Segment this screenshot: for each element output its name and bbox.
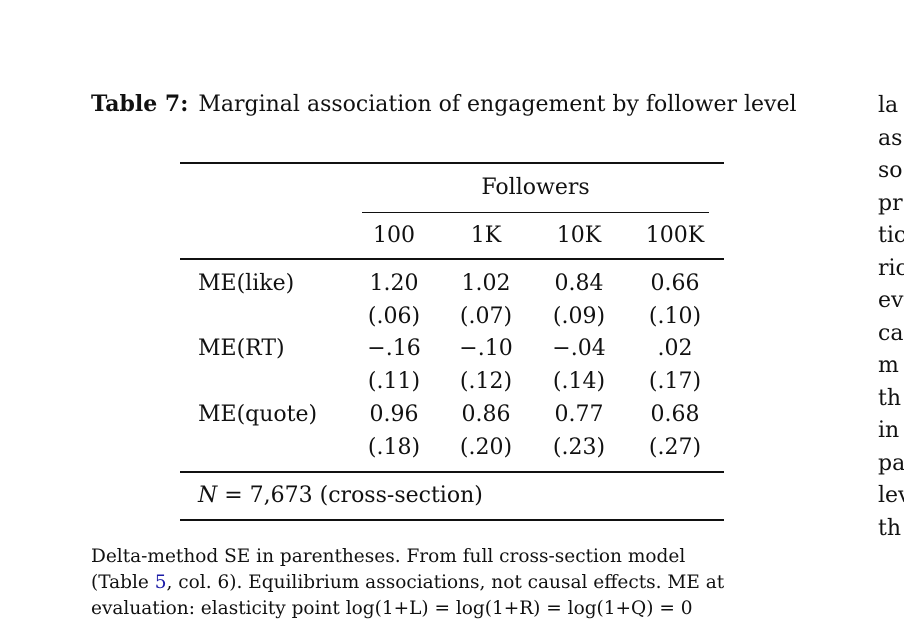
estimate-cell: .02	[657, 336, 693, 361]
se-cell: (.12)	[459, 369, 513, 394]
sample-size-row: N = 7,673 (cross-section)	[198, 482, 483, 510]
estimate-cell: 0.77	[554, 402, 604, 427]
side-line: m	[878, 353, 899, 378]
side-line: lev	[878, 483, 904, 508]
se-cell: (.10)	[648, 304, 702, 329]
side-line: tic	[878, 223, 904, 248]
note-line: Delta-method SE in parentheses. From ful…	[91, 546, 686, 567]
estimate-cell: 1.02	[461, 271, 511, 296]
row-label: ME(RT)	[198, 336, 285, 361]
side-line: ca	[878, 320, 904, 346]
side-line: as	[878, 125, 903, 151]
se-cell: (.17)	[648, 369, 702, 394]
row-label: ME(like)	[198, 271, 295, 296]
estimate-cell: 0.86	[461, 402, 511, 427]
side-line: th	[878, 515, 902, 541]
se-cell: (.27)	[648, 435, 702, 460]
group-header-rule	[362, 212, 709, 213]
side-line: ev	[878, 288, 904, 313]
group-header-followers: Followers	[481, 175, 590, 200]
header-rule	[180, 258, 724, 260]
side-line: pr	[878, 190, 903, 216]
n-text: = 7,673 (cross-section)	[217, 483, 483, 508]
estimate-cell: −.04	[552, 336, 606, 361]
table-reference-link[interactable]: 5	[154, 572, 167, 593]
estimate-cell: −.10	[459, 336, 513, 361]
bottom-rule	[180, 519, 724, 521]
se-cell: (.20)	[459, 435, 513, 460]
side-line: la	[878, 93, 899, 118]
results-table: Followers 100 1K 10K 100K ME(like) 1.20 …	[180, 162, 724, 522]
se-cell: (.06)	[367, 304, 421, 329]
estimate-cell: −.16	[367, 336, 421, 361]
n-symbol: N	[198, 483, 218, 508]
se-cell: (.14)	[552, 369, 606, 394]
body-rule	[180, 471, 724, 473]
estimate-cell: 0.96	[369, 402, 419, 427]
column-header: 100K	[645, 223, 705, 248]
caption-label: Table 7:	[91, 91, 189, 117]
column-header: 100	[373, 223, 415, 248]
note-text: (Table	[91, 572, 155, 593]
table-note: Delta-method SE in parentheses. From ful…	[91, 544, 813, 622]
estimate-cell: 1.20	[369, 271, 419, 296]
side-line: th	[878, 385, 902, 411]
se-cell: (.11)	[367, 369, 421, 394]
se-cell: (.18)	[367, 435, 421, 460]
adjacent-column-text: la as so pr tic ric ev ca m th in pa lev…	[878, 90, 904, 545]
estimate-cell: 0.68	[650, 402, 700, 427]
se-cell: (.09)	[552, 304, 606, 329]
se-cell: (.23)	[552, 435, 606, 460]
column-header: 1K	[470, 223, 502, 248]
side-line: so	[878, 158, 903, 183]
note-line: evaluation: elasticity point log(1+L) = …	[91, 598, 693, 619]
row-label: ME(quote)	[198, 402, 318, 427]
estimate-cell: 0.84	[554, 271, 604, 296]
table-caption: Table 7: Marginal association of engageme…	[91, 88, 813, 121]
note-line: (Table 5, col. 6). Equilibrium associati…	[91, 570, 813, 596]
column-header: 10K	[556, 223, 602, 248]
note-text: , col. 6). Equilibrium associations, not…	[166, 572, 725, 593]
se-cell: (.07)	[459, 304, 513, 329]
side-line: ric	[878, 255, 904, 281]
side-line: in	[878, 418, 900, 443]
estimate-cell: 0.66	[650, 271, 700, 296]
side-line: pa	[878, 450, 904, 476]
caption-text: Marginal association of engagement by fo…	[198, 92, 797, 117]
top-rule	[180, 162, 724, 164]
